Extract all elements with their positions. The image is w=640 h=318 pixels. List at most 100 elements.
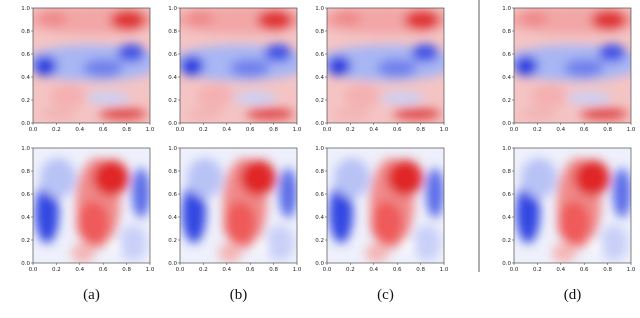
- heatmap-image: [327, 148, 444, 263]
- y-tick-label: 0.2: [168, 238, 177, 244]
- axes-frame: [179, 147, 298, 264]
- x-tick-label: 1.0: [293, 267, 302, 273]
- axes-frame: [326, 7, 445, 124]
- axes-frame: [513, 147, 632, 264]
- x-tick-label: 0.0: [323, 127, 332, 133]
- heatmap-panel: 0.0 0.2 0.4 0.6 0.8 1.0 0.0 0.2 0.4 0.6 0.8 1.0: [315, 146, 449, 273]
- y-tick-label: 0.6: [168, 52, 177, 58]
- heatmap-panel: 0.0 0.2 0.4 0.6 0.8 1.0 0.0 0.2 0.4 0.6 0.8 1.0: [21, 6, 163, 133]
- x-tick-label: 0.0: [176, 267, 185, 273]
- x-tick-label: 0.8: [122, 267, 131, 273]
- y-tick-label: 0.2: [502, 98, 511, 104]
- x-tick-label: 0.6: [246, 267, 255, 273]
- y-tick-label: 0.8: [21, 29, 30, 35]
- x-tick-label: 0.4: [369, 267, 378, 273]
- heatmap-panel: 0.0 0.2 0.4 0.6 0.8 1.0 0.0 0.2 0.4 0.6 0.8 1.0: [168, 146, 302, 273]
- y-tick-label: 1.0: [502, 6, 511, 12]
- y-tick-label: 0.4: [168, 75, 177, 81]
- panel-label: (b): [230, 287, 248, 303]
- heatmap-image: [514, 148, 631, 263]
- x-tick-label: 0.8: [603, 267, 612, 273]
- x-tick-label: 1.0: [146, 127, 155, 133]
- y-tick-label: 0.8: [168, 29, 177, 35]
- field: [327, 148, 444, 263]
- x-tick-label: 0.8: [416, 267, 425, 273]
- x-tick-label: 0.6: [580, 127, 589, 133]
- x-tick-label: 1.0: [440, 267, 449, 273]
- y-tick-label: 0.0: [315, 121, 324, 127]
- x-tick-label: 0.8: [269, 127, 278, 133]
- x-tick-label: 1.0: [627, 267, 636, 273]
- x-tick-label: 0.0: [29, 127, 38, 133]
- y-tick-label: 0.4: [315, 75, 324, 81]
- heatmap-image: [180, 148, 297, 263]
- x-tick-label: 0.6: [99, 267, 108, 273]
- axes-frame: [326, 147, 445, 264]
- y-tick-label: 1.0: [168, 146, 177, 152]
- x-tick-label: 0.0: [510, 127, 519, 133]
- x-tick-label: 0.4: [556, 267, 565, 273]
- y-tick-label: 1.0: [21, 6, 30, 12]
- y-tick-label: 0.6: [21, 52, 30, 58]
- y-tick-label: 0.8: [502, 29, 511, 35]
- y-tick-label: 0.8: [315, 169, 324, 175]
- y-tick-label: 1.0: [21, 146, 30, 152]
- y-tick-label: 0.8: [315, 29, 324, 35]
- y-tick-label: 0.0: [502, 121, 511, 127]
- x-tick-label: 0.6: [393, 127, 402, 133]
- y-tick-label: 0.2: [21, 98, 30, 104]
- x-tick-label: 0.2: [52, 127, 61, 133]
- x-tick-label: 0.2: [533, 127, 542, 133]
- field: [514, 148, 631, 263]
- heatmap-image: [33, 148, 150, 263]
- field: [317, 6, 457, 123]
- x-tick-label: 0.6: [393, 267, 402, 273]
- panel-label: (c): [377, 287, 394, 303]
- y-tick-label: 1.0: [168, 6, 177, 12]
- y-tick-label: 0.0: [168, 261, 177, 267]
- y-tick-label: 0.8: [502, 169, 511, 175]
- x-tick-label: 0.6: [580, 267, 589, 273]
- heatmap-panel: 0.0 0.2 0.4 0.6 0.8 1.0 0.0 0.2 0.4 0.6 0.8 1.0: [168, 6, 310, 133]
- axes-frame: [513, 7, 632, 124]
- x-tick-label: 0.4: [75, 127, 84, 133]
- y-tick-label: 0.0: [21, 261, 30, 267]
- heatmap-image: [317, 6, 457, 123]
- x-tick-label: 0.8: [269, 267, 278, 273]
- y-tick-label: 0.6: [168, 192, 177, 198]
- axes-frame: [179, 7, 298, 124]
- heatmap-panel: 0.0 0.2 0.4 0.6 0.8 1.0 0.0 0.2 0.4 0.6 0.8 1.0: [315, 6, 457, 133]
- x-tick-label: 0.2: [346, 127, 355, 133]
- field: [170, 6, 310, 123]
- panel-label: (d): [564, 287, 582, 303]
- y-tick-label: 0.6: [502, 192, 511, 198]
- heatmap-panel: 0.0 0.2 0.4 0.6 0.8 1.0 0.0 0.2 0.4 0.6 0.8 1.0: [21, 146, 155, 273]
- x-tick-label: 1.0: [627, 127, 636, 133]
- x-tick-label: 0.4: [369, 127, 378, 133]
- x-tick-label: 1.0: [293, 127, 302, 133]
- x-tick-label: 0.4: [222, 127, 231, 133]
- y-tick-label: 0.4: [502, 215, 511, 221]
- x-tick-label: 0.2: [199, 267, 208, 273]
- y-tick-label: 0.2: [502, 238, 511, 244]
- y-tick-label: 0.0: [502, 261, 511, 267]
- axes-frame: [32, 147, 151, 264]
- heatmap-panel: 0.0 0.2 0.4 0.6 0.8 1.0 0.0 0.2 0.4 0.6 0.8 1.0: [502, 6, 640, 133]
- y-tick-label: 0.2: [315, 238, 324, 244]
- y-tick-label: 0.2: [21, 238, 30, 244]
- y-tick-label: 1.0: [315, 146, 324, 152]
- heatmap-image: [23, 6, 163, 123]
- y-tick-label: 0.6: [502, 52, 511, 58]
- field: [504, 6, 640, 123]
- x-tick-label: 0.8: [603, 127, 612, 133]
- x-tick-label: 0.0: [323, 267, 332, 273]
- x-tick-label: 0.4: [75, 267, 84, 273]
- y-tick-label: 0.0: [168, 121, 177, 127]
- x-tick-label: 1.0: [440, 127, 449, 133]
- x-tick-label: 0.0: [176, 127, 185, 133]
- y-tick-label: 0.0: [315, 261, 324, 267]
- x-tick-label: 0.2: [533, 267, 542, 273]
- x-tick-label: 1.0: [146, 267, 155, 273]
- x-tick-label: 0.2: [199, 127, 208, 133]
